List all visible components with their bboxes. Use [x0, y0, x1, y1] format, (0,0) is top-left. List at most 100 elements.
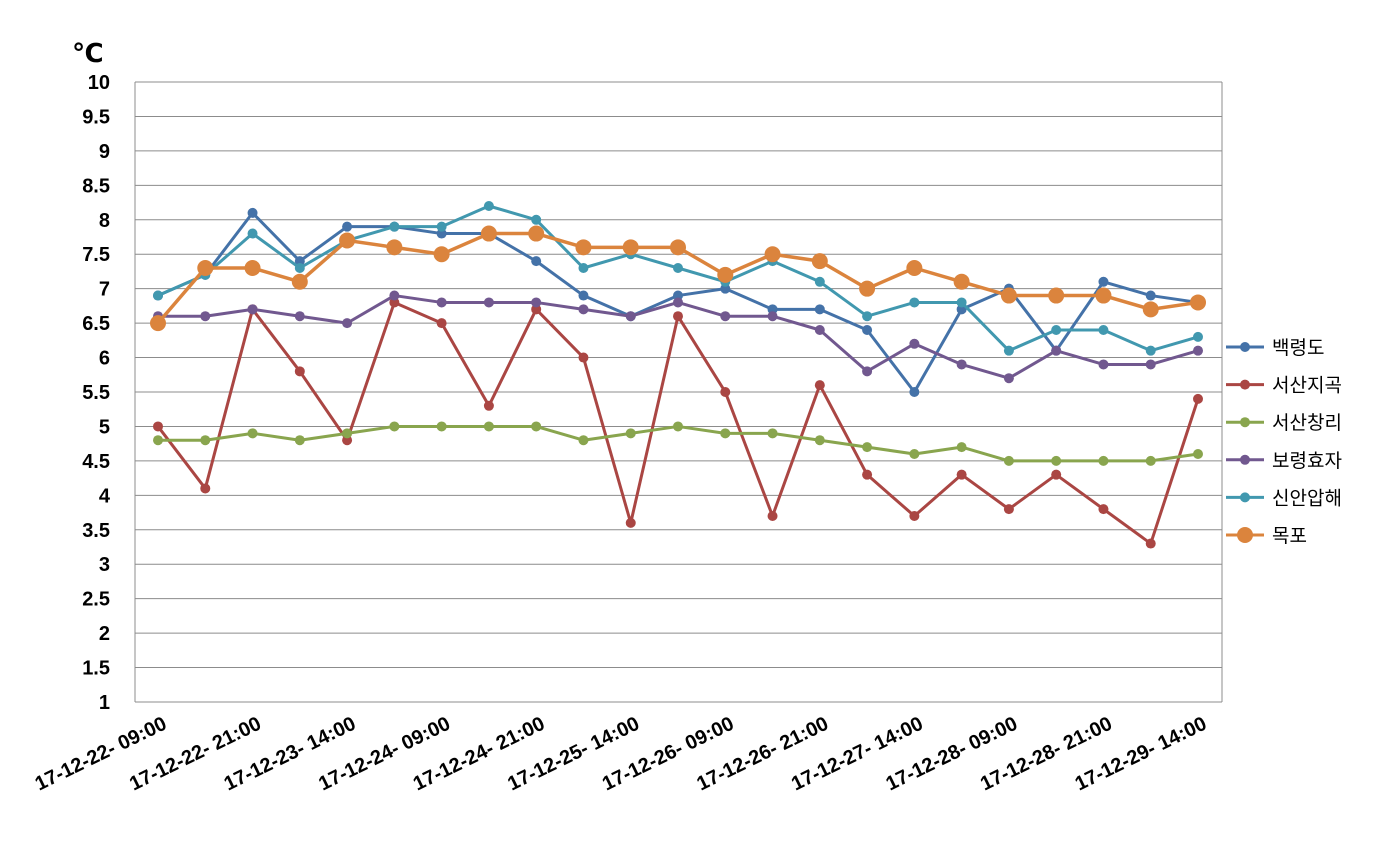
data-point [153, 290, 163, 301]
series-layer [150, 201, 1206, 549]
data-point [814, 435, 825, 446]
data-point [247, 304, 258, 315]
data-point [1000, 287, 1017, 304]
data-point [814, 304, 825, 315]
data-point [909, 387, 920, 397]
data-point [1051, 325, 1062, 335]
data-point [436, 421, 447, 432]
data-point [433, 246, 450, 263]
data-point [862, 325, 873, 335]
y-tick-label: 6 [99, 348, 110, 370]
data-point [150, 315, 166, 332]
data-point [1193, 449, 1203, 459]
data-point [483, 400, 494, 411]
data-point [480, 225, 497, 242]
data-point [1003, 455, 1014, 466]
legend-item: 서산지곡 [1226, 375, 1342, 397]
data-point [909, 511, 920, 521]
y-tick-label: 8 [99, 210, 110, 232]
data-point [153, 435, 163, 446]
data-point [625, 428, 636, 439]
data-point [291, 273, 308, 290]
data-point [625, 311, 636, 322]
data-point [814, 325, 825, 335]
y-tick-label: 1 [99, 692, 110, 714]
data-point [673, 421, 683, 432]
data-point [859, 280, 876, 297]
data-point [1145, 290, 1156, 301]
legend-label: 목포 [1272, 525, 1307, 547]
legend-item: 신안압해 [1226, 487, 1342, 509]
data-point [956, 469, 967, 480]
data-point [1098, 276, 1109, 287]
data-point [294, 256, 305, 267]
data-point [956, 359, 967, 370]
legend-swatch-marker [1237, 527, 1253, 543]
data-point [767, 511, 778, 521]
legend-label: 서산지곡 [1272, 375, 1342, 397]
legend-label: 서산창리 [1272, 412, 1342, 434]
legend-swatch-marker [1240, 342, 1250, 352]
data-point [673, 290, 683, 301]
data-point [720, 283, 731, 294]
data-point [720, 387, 731, 397]
y-tick-label: 2 [99, 623, 110, 645]
data-point [244, 260, 261, 276]
data-point [342, 428, 353, 439]
data-point [294, 366, 305, 377]
legend-item: 서산창리 [1226, 412, 1342, 434]
data-point [1193, 331, 1203, 342]
data-point [767, 428, 778, 439]
data-point [1145, 455, 1156, 466]
data-point [531, 421, 542, 432]
data-point [200, 435, 211, 446]
data-point [342, 435, 353, 446]
data-point [1048, 287, 1065, 304]
data-point [531, 256, 542, 267]
data-point [906, 260, 923, 276]
legend-label: 신안압해 [1272, 487, 1342, 509]
y-tick-label: 7 [99, 279, 110, 301]
data-point [767, 311, 778, 322]
data-point [814, 276, 825, 287]
data-point [1190, 294, 1206, 311]
data-point [767, 304, 778, 315]
data-point [1051, 345, 1062, 356]
legend-swatch-marker [1240, 379, 1250, 390]
data-point [862, 311, 873, 322]
data-point [483, 297, 494, 308]
data-point [436, 297, 447, 308]
data-point [436, 221, 447, 232]
data-point [956, 297, 967, 308]
data-point [294, 263, 305, 273]
data-point [1003, 504, 1014, 515]
y-tick-label: 1.5 [82, 658, 110, 680]
data-point [575, 239, 592, 256]
data-point [909, 338, 920, 349]
data-point [625, 517, 636, 528]
y-tick-label: 8.5 [82, 175, 110, 197]
legend-item: 보령효자 [1226, 450, 1342, 472]
data-point [294, 435, 305, 446]
data-point [339, 232, 356, 249]
data-point [153, 421, 163, 432]
data-point [578, 352, 589, 363]
series-line [157, 204, 1199, 353]
data-point [197, 260, 214, 276]
data-point [1003, 373, 1014, 384]
data-point [811, 253, 828, 270]
y-tick-label: 9.5 [82, 106, 110, 128]
data-point [1051, 455, 1062, 466]
data-point [1098, 455, 1109, 466]
data-point [1145, 359, 1156, 370]
series-3 [153, 421, 1203, 466]
data-point [200, 311, 211, 322]
y-tick-label: 5.5 [82, 382, 110, 404]
legend-item: 백령도 [1226, 337, 1324, 359]
data-point [578, 304, 589, 315]
data-point [389, 290, 400, 301]
series-line [158, 424, 1199, 463]
